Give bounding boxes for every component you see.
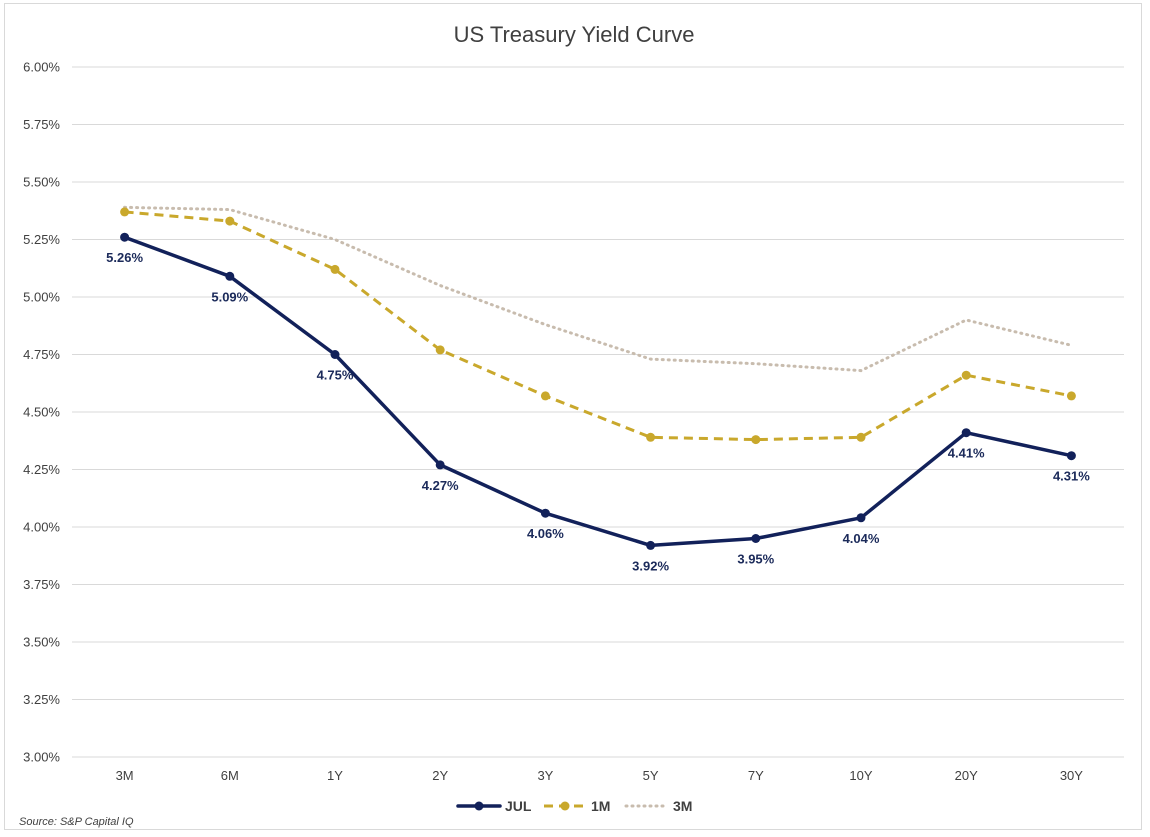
data-label: 4.06% — [527, 526, 564, 541]
series-lines — [122, 205, 1074, 548]
data-point-jul — [751, 534, 761, 543]
data-point-jul — [435, 460, 445, 470]
data-point-1m — [751, 435, 761, 445]
x-tick-label: 6M — [221, 768, 239, 783]
x-tick-label: 10Y — [849, 768, 872, 783]
data-label: 5.09% — [211, 289, 248, 304]
data-point-jul — [961, 428, 971, 438]
y-tick-label: 3.25% — [23, 692, 60, 707]
y-tick-label: 3.75% — [23, 577, 60, 592]
data-point-jul — [120, 232, 130, 242]
data-label: 5.26% — [106, 250, 143, 265]
y-tick-label: 4.00% — [23, 520, 60, 535]
data-label: 4.04% — [843, 531, 880, 546]
legend: JUL 1M 3M — [456, 798, 692, 814]
data-label: 4.75% — [317, 368, 354, 383]
x-tick-label: 2Y — [432, 768, 448, 783]
data-point-1m — [330, 264, 340, 274]
x-tick-label: 7Y — [748, 768, 764, 783]
data-label: 4.41% — [948, 446, 985, 461]
y-tick-label: 4.25% — [23, 462, 60, 477]
y-tick-label: 4.50% — [23, 405, 60, 420]
data-point-jul — [225, 271, 235, 281]
x-tick-label: 5Y — [643, 768, 659, 783]
x-tick-label: 3M — [116, 768, 134, 783]
series-line-1m — [124, 210, 1072, 442]
source-note: Source: S&P Capital IQ — [19, 816, 134, 828]
chart-title: US Treasury Yield Curve — [454, 22, 695, 47]
y-axis-ticks: 3.00% 3.25% 3.50% 3.75% 4.00% 4.25% 4.50% 4.75%… — [23, 60, 60, 765]
series-line-3m — [123, 205, 1073, 373]
data-point-1m — [1066, 391, 1076, 401]
x-tick-label: 30Y — [1060, 768, 1083, 783]
data-point-jul — [1066, 451, 1076, 461]
series-points — [120, 207, 1076, 550]
legend-marker-1m — [560, 801, 570, 811]
legend-label: 1M — [591, 798, 610, 814]
data-label: 4.27% — [422, 478, 459, 493]
y-tick-label: 3.00% — [23, 750, 60, 765]
data-point-1m — [856, 432, 866, 442]
gridlines — [72, 66, 1124, 758]
data-label: 3.95% — [737, 552, 774, 567]
legend-label: 3M — [673, 798, 692, 814]
data-point-1m — [225, 216, 235, 226]
data-point-1m — [646, 432, 656, 442]
data-point-jul — [540, 508, 550, 518]
data-point-1m — [435, 345, 445, 355]
data-point-jul — [646, 540, 656, 550]
y-tick-label: 4.75% — [23, 347, 60, 362]
data-label: 4.31% — [1053, 469, 1090, 484]
y-tick-label: 5.50% — [23, 175, 60, 190]
series-line-jul — [122, 235, 1074, 548]
data-point-jul — [856, 513, 866, 523]
y-tick-label: 5.25% — [23, 232, 60, 247]
x-tick-label: 3Y — [537, 768, 553, 783]
data-point-1m — [540, 391, 550, 401]
legend-marker-jul — [474, 801, 484, 811]
x-tick-label: 1Y — [327, 768, 343, 783]
x-tick-label: 20Y — [955, 768, 978, 783]
chart-frame — [4, 3, 1142, 830]
legend-label: JUL — [505, 798, 532, 814]
data-label: 3.92% — [632, 558, 669, 573]
data-point-jul — [330, 350, 340, 359]
data-point-1m — [120, 207, 130, 217]
y-tick-label: 5.75% — [23, 117, 60, 132]
data-labels: 5.26% 5.09% 4.75% 4.27% 4.06% 3.92% 3.95% 4.04%… — [106, 250, 1090, 573]
x-axis-ticks: 3M 6M 1Y 2Y 3Y 5Y 7Y 10Y 20Y 30Y — [116, 768, 1084, 783]
y-tick-label: 5.00% — [23, 290, 60, 305]
data-point-1m — [961, 370, 971, 380]
y-tick-label: 6.00% — [23, 60, 60, 75]
y-tick-label: 3.50% — [23, 635, 60, 650]
